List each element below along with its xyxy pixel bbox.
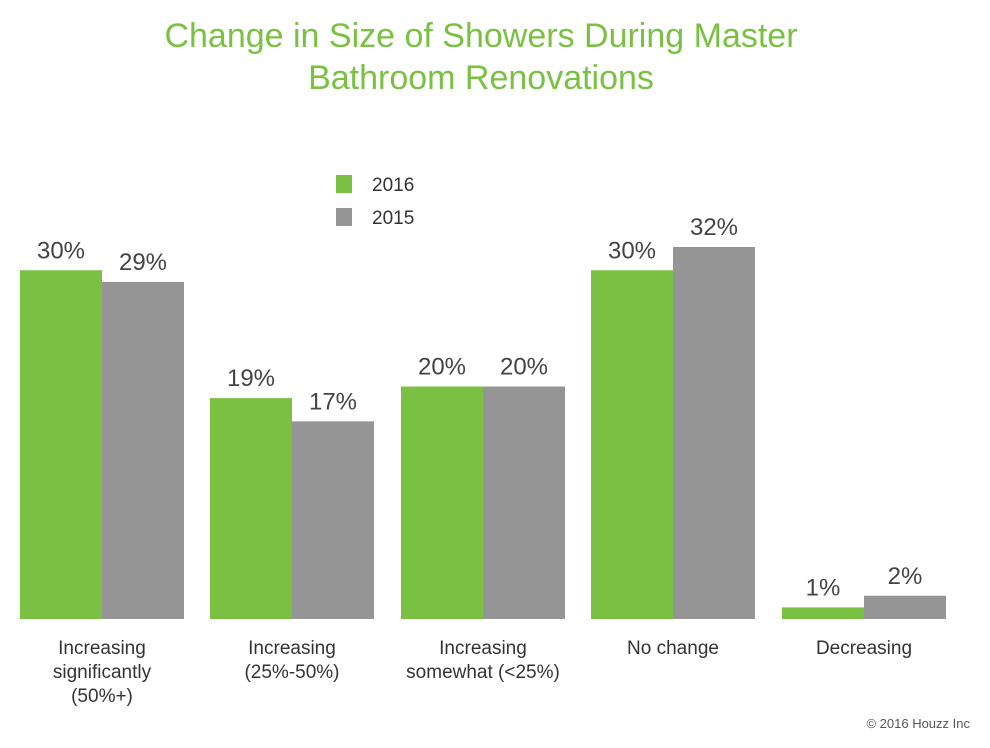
bar-2016-4 bbox=[782, 607, 864, 619]
bar-2016-3 bbox=[591, 270, 673, 619]
data-label-2016-0: 30% bbox=[37, 237, 85, 264]
data-label-2016-2: 20% bbox=[418, 354, 466, 381]
legend-label-2015: 2015 bbox=[372, 208, 414, 229]
chart-title-line: Change in Size of Showers During Master bbox=[164, 17, 797, 55]
category-axis: Increasing significantly (50%+) Increasing (… bbox=[53, 638, 912, 707]
bar-2015-4 bbox=[864, 595, 946, 619]
chart-title: Change in Size of Showers During Master B… bbox=[164, 17, 797, 97]
legend-swatch-2016 bbox=[336, 175, 352, 193]
bar-2015-1 bbox=[292, 421, 374, 619]
category-label-2: somewhat (<25%) bbox=[406, 662, 560, 683]
bar-2016-0 bbox=[20, 270, 102, 619]
data-label-2016-1: 19% bbox=[227, 365, 275, 392]
category-label-2: Increasing bbox=[439, 638, 527, 659]
plot-area: 30% 29% 19% 17% 20% 20% 30% 32% 1% 2% bbox=[20, 214, 946, 619]
data-label-2015-3: 32% bbox=[690, 214, 738, 241]
data-label-2016-3: 30% bbox=[608, 237, 656, 264]
legend-swatch-2015 bbox=[336, 208, 352, 226]
data-label-2015-1: 17% bbox=[309, 388, 357, 415]
category-label-4: Decreasing bbox=[816, 638, 912, 659]
data-label-2016-4: 1% bbox=[806, 574, 841, 601]
bar-2016-1 bbox=[210, 398, 292, 619]
bar-2016-2 bbox=[401, 386, 483, 619]
legend: 2016 2015 bbox=[336, 175, 414, 229]
chart-title-line: Bathroom Renovations bbox=[308, 59, 654, 97]
category-label-3: No change bbox=[627, 638, 719, 659]
category-label-0: (50%+) bbox=[71, 686, 133, 707]
legend-label-2016: 2016 bbox=[372, 175, 414, 196]
copyright-credit: © 2016 Houzz Inc bbox=[866, 716, 970, 731]
bar-2015-2 bbox=[483, 386, 565, 619]
bar-2015-3 bbox=[673, 247, 755, 619]
data-label-2015-2: 20% bbox=[500, 354, 548, 381]
category-label-0: significantly bbox=[53, 662, 152, 683]
bar-2015-0 bbox=[102, 281, 184, 619]
category-label-1: Increasing bbox=[248, 638, 336, 659]
data-label-2015-0: 29% bbox=[119, 249, 167, 276]
category-label-0: Increasing bbox=[58, 638, 146, 659]
data-label-2015-4: 2% bbox=[888, 563, 923, 590]
category-label-1: (25%-50%) bbox=[244, 662, 339, 683]
